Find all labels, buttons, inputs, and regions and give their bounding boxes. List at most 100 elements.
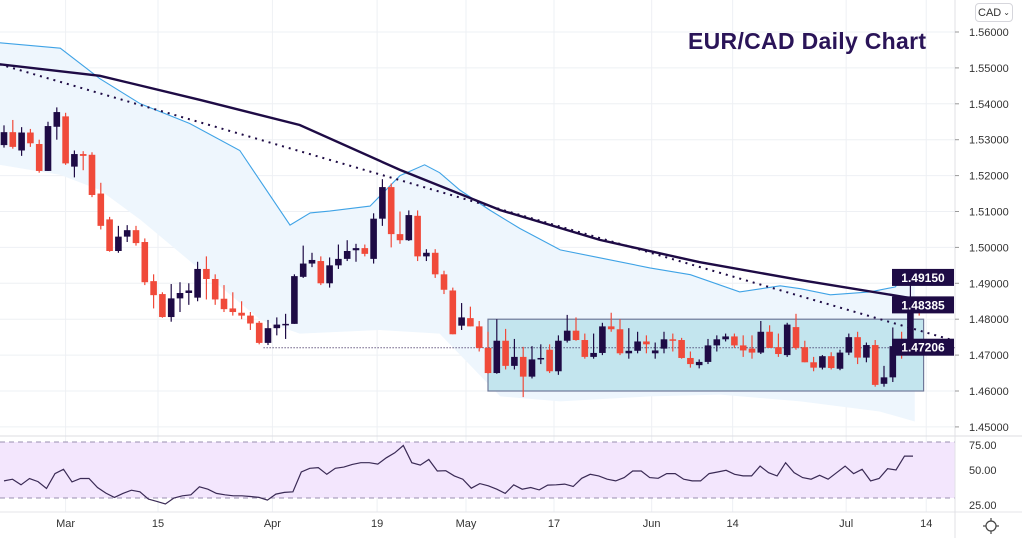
price-tick-label: 1.55000 [969, 63, 1009, 75]
candle [387, 183, 395, 248]
candle-body [836, 352, 844, 369]
candle [660, 331, 668, 354]
candle [519, 346, 527, 398]
candle-body [792, 327, 800, 348]
candle-body [555, 340, 562, 372]
price-tick-label: 1.45000 [969, 422, 1009, 434]
candle-body [484, 347, 492, 374]
candle [343, 240, 351, 262]
candle-body [871, 345, 879, 385]
candle-body [282, 323, 289, 326]
candle-body [651, 350, 659, 354]
price-label-box [892, 296, 954, 314]
candle-body [106, 219, 113, 251]
candle [308, 252, 316, 268]
candle-body [511, 356, 518, 366]
candle-body [423, 252, 430, 257]
candle-body [211, 278, 219, 300]
time-tick-label: Jun [643, 518, 661, 530]
candle-body [678, 340, 685, 358]
price-tick-label: 1.51000 [969, 207, 1009, 219]
candle [713, 335, 721, 352]
candle-body [361, 248, 369, 254]
candle-body [625, 350, 633, 354]
candle [79, 151, 87, 171]
candle [255, 320, 263, 345]
candle-body [123, 230, 131, 237]
candle-body [203, 268, 210, 279]
candle [643, 335, 650, 354]
candle [247, 312, 254, 330]
candle-body [27, 132, 34, 144]
candle [880, 365, 888, 387]
candle [775, 333, 782, 357]
currency-button[interactable]: CAD ⌄ [975, 3, 1013, 22]
time-tick-label: 14 [920, 518, 932, 530]
candle [687, 351, 694, 368]
candle-body [299, 263, 307, 277]
candle-body [669, 339, 677, 341]
candle [431, 249, 439, 278]
candle [695, 359, 703, 369]
price-label-box [892, 338, 954, 356]
candle [502, 328, 509, 370]
candle-body [519, 356, 527, 377]
candle [123, 225, 131, 243]
candle [493, 319, 501, 374]
candle-body [159, 294, 166, 318]
time-tick-label: Jul [839, 518, 853, 530]
chevron-down-icon: ⌄ [1003, 8, 1010, 17]
candle [836, 349, 844, 371]
candle [722, 333, 729, 342]
candle [185, 283, 193, 305]
candle [731, 333, 738, 348]
candle-body [53, 112, 61, 127]
candle-body [854, 337, 861, 358]
rsi-line [3, 444, 913, 505]
candle-body [731, 336, 738, 346]
candle-body [528, 359, 536, 377]
candle [511, 338, 518, 370]
currency-label: CAD [978, 6, 1002, 19]
candle-body [493, 340, 501, 374]
candle [326, 257, 333, 288]
candle-body [431, 252, 439, 275]
candle-body [71, 154, 78, 167]
candle-body [766, 331, 773, 348]
candle-body [150, 281, 157, 296]
candle-body [343, 250, 351, 259]
candle [528, 346, 536, 379]
candle [766, 325, 773, 348]
candle [581, 333, 589, 359]
candle [854, 331, 861, 365]
candle [264, 319, 272, 346]
candle-body [748, 348, 756, 353]
candle-body [634, 341, 641, 351]
candle-body [563, 330, 571, 341]
moving-average-line [0, 63, 911, 300]
candle [845, 333, 853, 356]
candle [704, 338, 712, 365]
candle-body [185, 290, 193, 293]
gear-icon[interactable] [982, 517, 1000, 535]
trendline [0, 63, 955, 342]
time-tick-label: 17 [548, 518, 560, 530]
candle-body [801, 347, 809, 363]
candle-body [387, 187, 395, 235]
candle-body [132, 230, 140, 244]
candle [273, 317, 281, 336]
price-tick-label: 1.46000 [969, 386, 1009, 398]
price-tick-label: 1.47000 [969, 350, 1009, 362]
candle-body [616, 329, 624, 354]
price-label: 1.47206 [901, 341, 945, 355]
candle-body [44, 126, 52, 171]
candle [475, 320, 483, 352]
price-tick-label: 1.49000 [969, 278, 1009, 290]
candle [590, 333, 597, 359]
candle-body [247, 315, 254, 324]
candle [150, 274, 157, 309]
candle [194, 261, 201, 302]
candle-body [176, 292, 184, 299]
candle [352, 243, 360, 262]
